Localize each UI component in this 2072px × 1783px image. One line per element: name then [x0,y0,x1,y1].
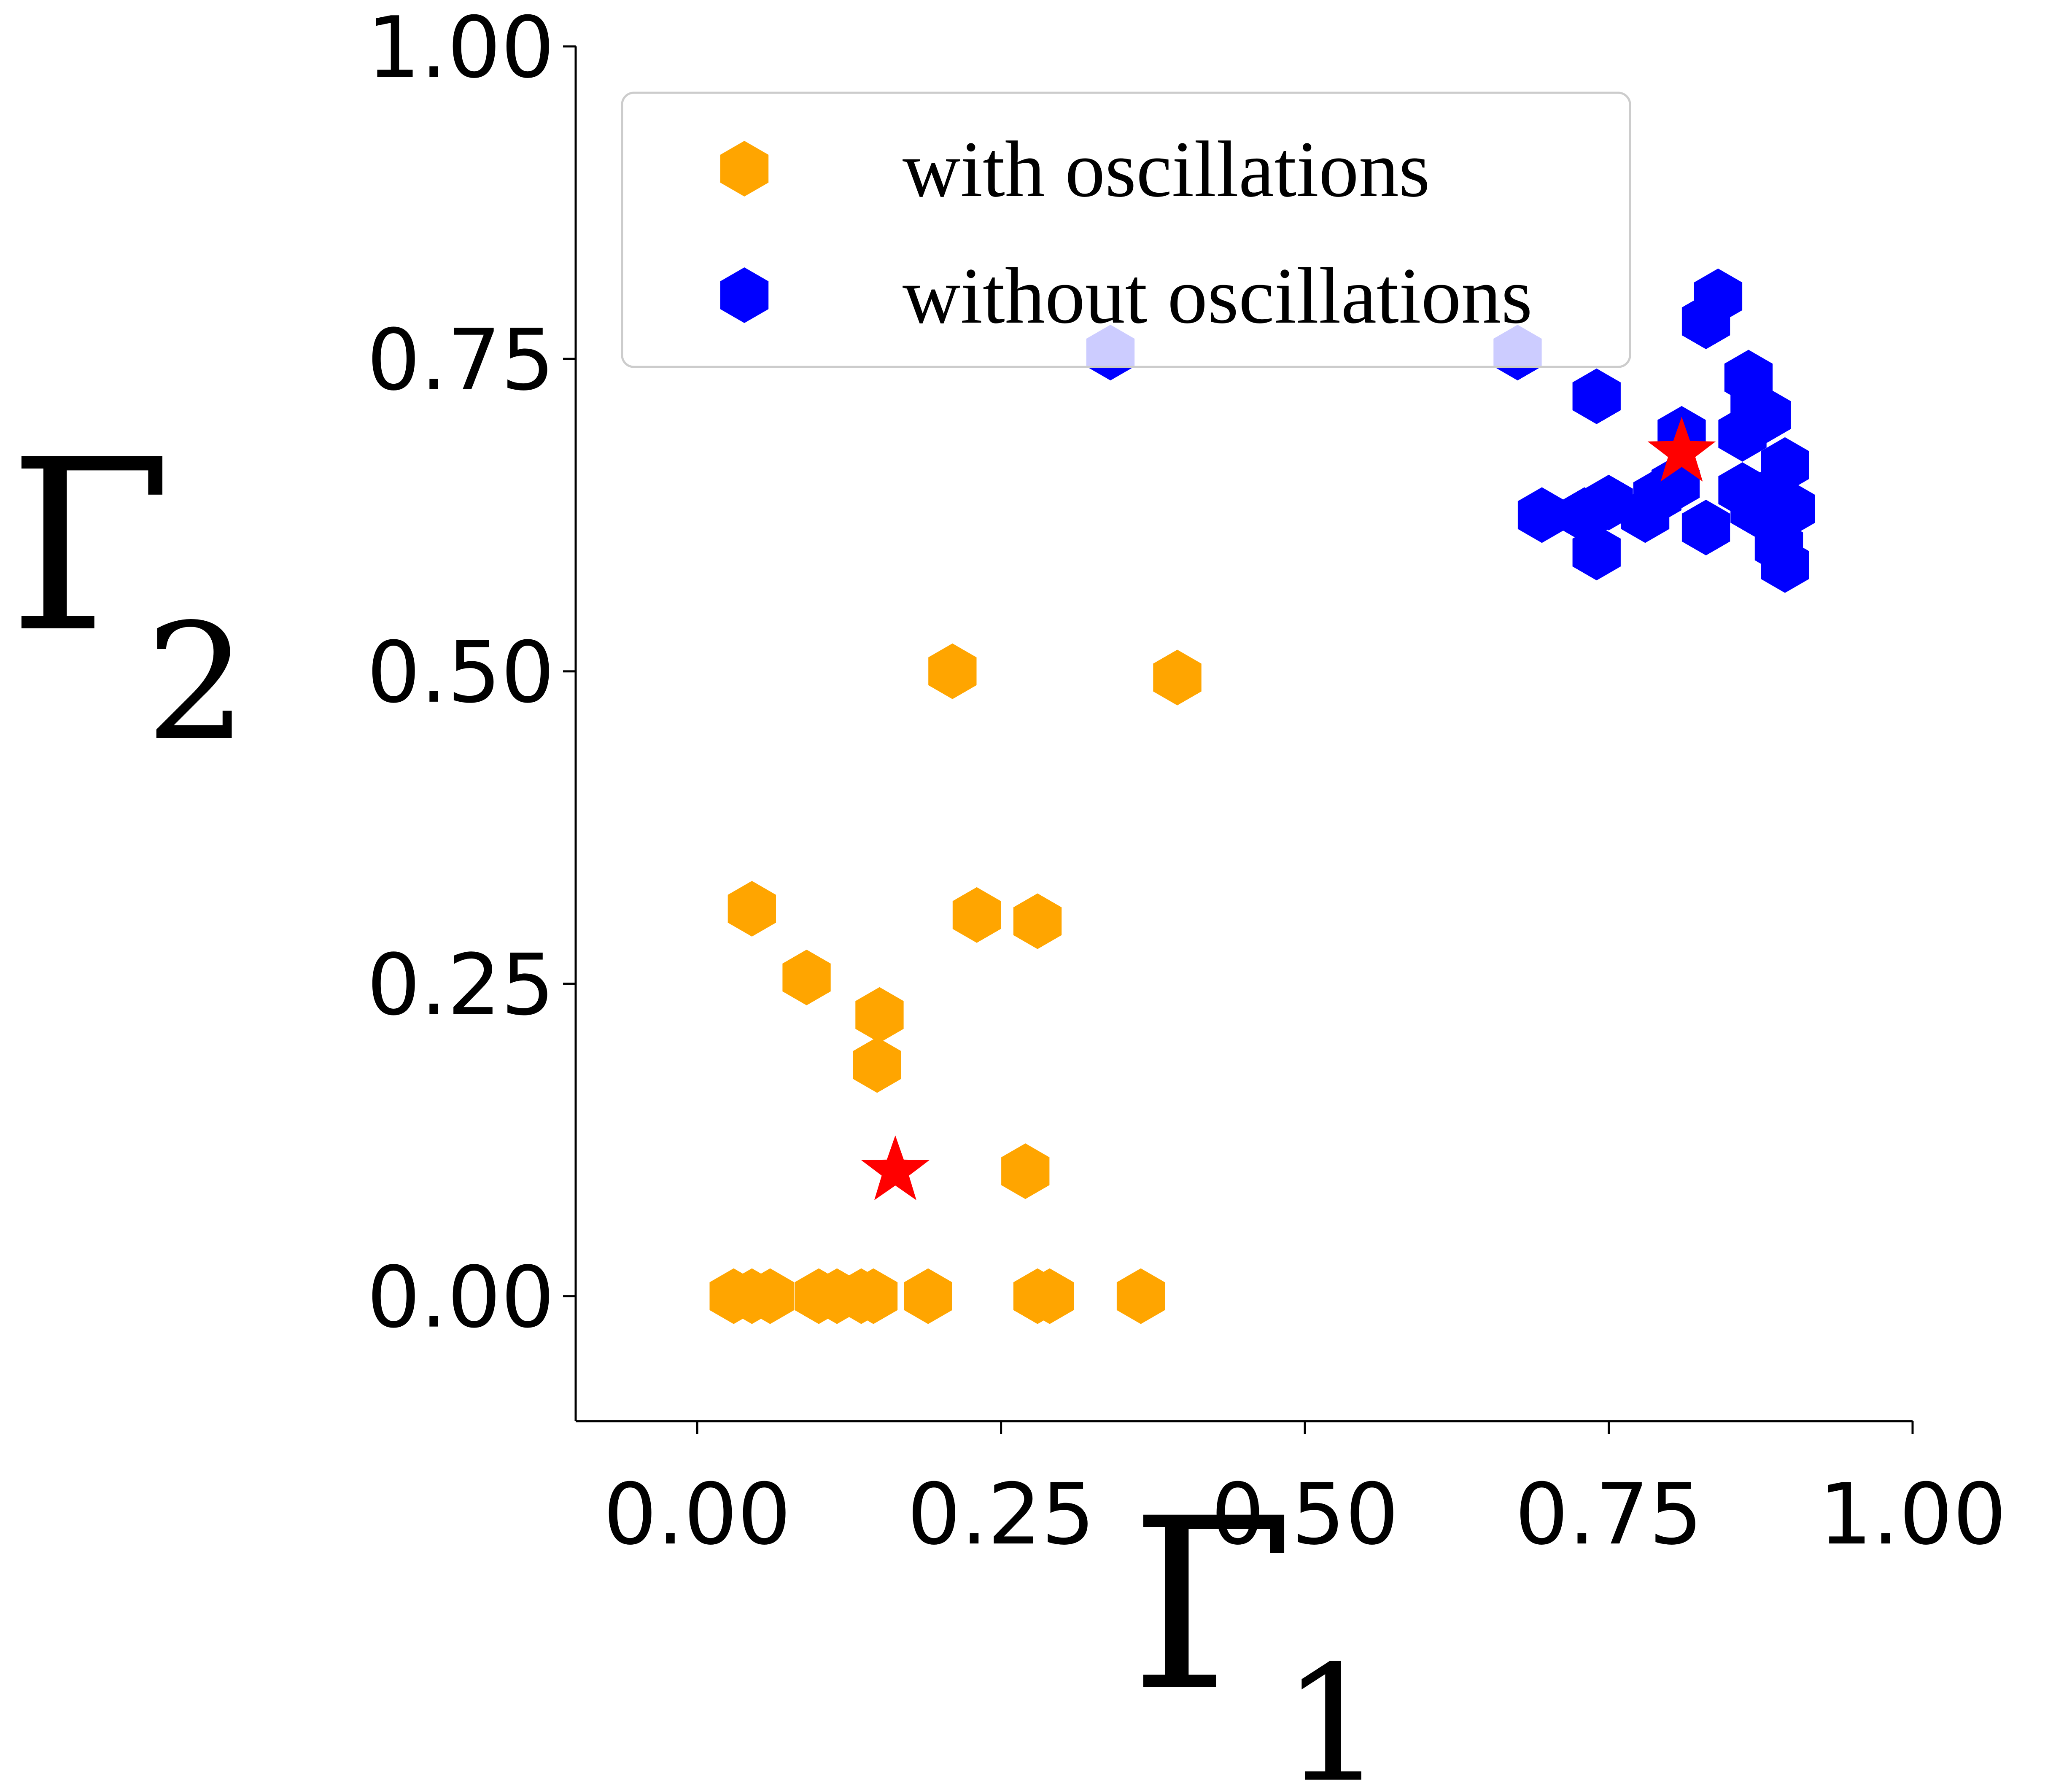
highlight-star [861,1135,930,1200]
data-point [1517,487,1566,543]
data-point [746,1268,795,1324]
legend-frame [621,92,1631,368]
data-point [1572,525,1621,581]
data-point [1116,1268,1165,1324]
data-point [849,1268,898,1324]
series-0 [709,643,1202,1324]
y-tick-label: 0.75 [367,311,555,409]
data-point [1718,406,1767,462]
y-ticks: 0.00 0.25 0.50 0.75 1.00 [367,0,576,1347]
data-point [782,949,831,1005]
legend-marker [720,141,769,197]
axes: 0.00 0.25 0.50 0.75 1.00 0.00 0.25 0.50 0.75 1.0… [367,0,2007,1564]
data-point [727,881,776,937]
x-tick-label: 1.00 [1819,1465,2006,1564]
y-tick-label: 1.00 [367,0,555,97]
data-point [928,643,977,699]
highlight-star [1647,417,1716,482]
x-tick-label: 0.75 [1515,1465,1703,1564]
data-point [952,887,1001,943]
y-axis-label-main: Γ [8,409,172,684]
data-point [1681,500,1730,555]
legend-marker [720,267,769,323]
x-axis-label: Γ 1 [1130,1468,1384,1783]
y-axis-label-subscript: 2 [145,589,248,776]
data-point [1681,294,1730,349]
data-point [1013,893,1062,949]
x-ticks: 0.00 0.25 0.50 0.75 1.00 [604,1421,2007,1564]
x-tick-label: 0.00 [604,1465,791,1564]
data-point [1621,487,1670,543]
data-point [1001,1143,1050,1199]
legend-label: with oscillations [903,125,1430,214]
data-point [904,1268,952,1324]
y-axis-label: Γ 2 [8,409,248,776]
x-axis-label-subscript: 1 [1282,1631,1384,1783]
legend-entries: with oscillations without oscillations [720,125,1533,340]
x-tick-label: 0.50 [1211,1465,1398,1564]
legend: with oscillations without oscillations [621,92,1631,368]
series-2 [861,417,1716,1200]
data-point [853,1037,901,1093]
legend-label: without oscillations [903,252,1533,340]
y-tick-label: 0.50 [367,624,555,722]
data-points [709,268,1815,1324]
data-point [1572,368,1621,424]
x-tick-label: 0.25 [907,1465,1095,1564]
data-point [1761,537,1809,593]
x-axis-label-main: Γ [1130,1468,1294,1743]
data-point [1153,649,1202,706]
data-point [1730,481,1779,537]
data-point [1025,1268,1074,1324]
data-point [1584,474,1633,531]
y-tick-label: 0.25 [367,936,555,1034]
data-point [855,987,904,1043]
y-tick-label: 0.00 [367,1249,555,1347]
